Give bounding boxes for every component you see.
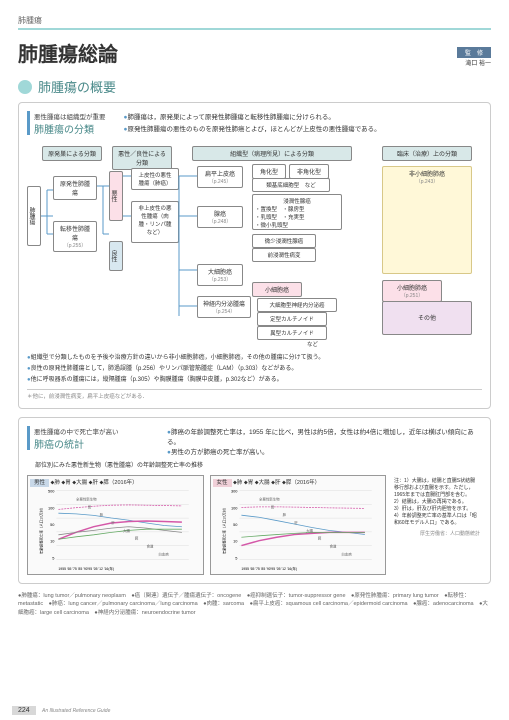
page-title: 肺腫瘍総論	[18, 38, 118, 67]
svg-text:白血病: 白血病	[341, 551, 352, 556]
svg-text:大腸: 大腸	[306, 528, 313, 533]
breadcrumb: 肺腫瘍	[18, 15, 491, 30]
svg-text:胃: 胃	[270, 505, 273, 509]
svg-text:膵: 膵	[317, 536, 321, 541]
svg-text:5: 5	[52, 555, 55, 560]
chart-male: 男性 ⬥肺 ⬥胃 ⬥大腸 ⬥肝 ⬥膵（2016年） 51050100500195…	[27, 475, 204, 575]
glossary: ●肺腫瘍：lung tumor／pulmonary neoplasm ●癌〔関連…	[18, 592, 491, 617]
svg-text:大腸: 大腸	[123, 528, 130, 533]
classification-notes: ●組織型で分類したものを予後や治療方針の違いから非小細胞肺癌，小細胞肺癌，その他…	[27, 352, 482, 385]
svg-text:肺: 肺	[100, 512, 104, 517]
svg-text:500: 500	[48, 489, 55, 494]
book-title: An Illustrated Reference Guide	[42, 708, 110, 714]
svg-text:膵: 膵	[135, 536, 139, 541]
diagram-footnote: ＊他に，前浸潤性病変，扁平上皮癌などがある．	[27, 389, 482, 400]
svg-text:1955 '65 '75 '85 '90'95 '05 '1: 1955 '65 '75 '85 '90'95 '05 '12 '16(年)	[58, 566, 114, 571]
statistics-box: 悪性腫瘍の中で死亡率が高い 肺癌の統計 ●肺癌の年齢調整死亡率は，1955 年に…	[18, 417, 491, 584]
svg-text:肝: 肝	[111, 521, 115, 525]
intro-bullets: ●肺腫瘍は，原発巣によって原発性肺腫瘍と転移性肺腫瘍に分けられる。 ●原発性肺腫…	[124, 111, 381, 140]
author-block: 監 修 滝口 裕一	[457, 47, 491, 67]
svg-text:肺: 肺	[282, 512, 286, 517]
svg-text:食道: 食道	[147, 544, 154, 549]
chart-female: 女性 ⬥肺 ⬥胃 ⬥大腸 ⬥肝 ⬥膵（2016年） 51050100300195…	[210, 475, 387, 575]
side-bar-icon	[27, 426, 30, 450]
subhead-tag: 悪性腫瘍の中で死亡率が高い	[34, 426, 119, 436]
chart-caption: 部位別にみた悪性新生物（悪性腫瘍）の年齢調整死亡率の推移	[35, 460, 482, 469]
svg-text:年齢調整死亡率（人口10万対）: 年齢調整死亡率（人口10万対）	[221, 506, 226, 554]
svg-text:全悪性新生物: 全悪性新生物	[76, 497, 97, 502]
stats-bullets: ●肺癌の年齢調整死亡率は，1955 年に比べ，男性は約5倍，女性は約4倍に増加し…	[167, 426, 482, 456]
subhead-title: 肺腫瘍の分類	[34, 121, 106, 136]
page-number: 224	[12, 706, 36, 715]
subhead-title: 肺癌の統計	[34, 436, 119, 451]
svg-text:白血病: 白血病	[158, 551, 169, 556]
chart-notes: 注：1）大腸は，結腸と直腸S状結腸移行部および直腸を示す。ただし，1965年まで…	[392, 475, 482, 575]
section-bullet-icon	[18, 80, 32, 94]
svg-text:胃: 胃	[88, 505, 91, 509]
classification-box: 悪性腫瘍は組織型が重要 肺腫瘍の分類 ●肺腫瘍は，原発巣によって原発性肺腫瘍と転…	[18, 102, 491, 409]
svg-text:肝: 肝	[294, 521, 298, 525]
svg-text:1955 '65 '75 '85 '90'95 '05 '1: 1955 '65 '75 '85 '90'95 '05 '12 '16(年)	[241, 566, 297, 571]
svg-text:50: 50	[50, 522, 55, 527]
svg-text:10: 10	[233, 539, 238, 544]
svg-text:10: 10	[50, 539, 55, 544]
svg-text:100: 100	[230, 505, 237, 510]
author-name: 滝口 裕一	[457, 58, 491, 67]
svg-text:食道: 食道	[329, 544, 336, 549]
side-bar-icon	[27, 111, 30, 135]
author-badge: 監 修	[457, 47, 491, 58]
subhead-tag: 悪性腫瘍は組織型が重要	[34, 111, 106, 121]
svg-text:100: 100	[48, 505, 55, 510]
section-title: 肺腫瘍の概要	[38, 77, 116, 96]
svg-text:50: 50	[233, 522, 238, 527]
svg-text:全悪性新生物: 全悪性新生物	[259, 497, 280, 502]
svg-text:300: 300	[230, 489, 237, 494]
svg-text:年齢調整死亡率（人口10万対）: 年齢調整死亡率（人口10万対）	[39, 506, 44, 554]
svg-text:5: 5	[235, 555, 238, 560]
classification-diagram: 原発巣による分類 悪性／良性による分類 組織型（病理所見）による分類 臨床（治療…	[27, 146, 482, 346]
